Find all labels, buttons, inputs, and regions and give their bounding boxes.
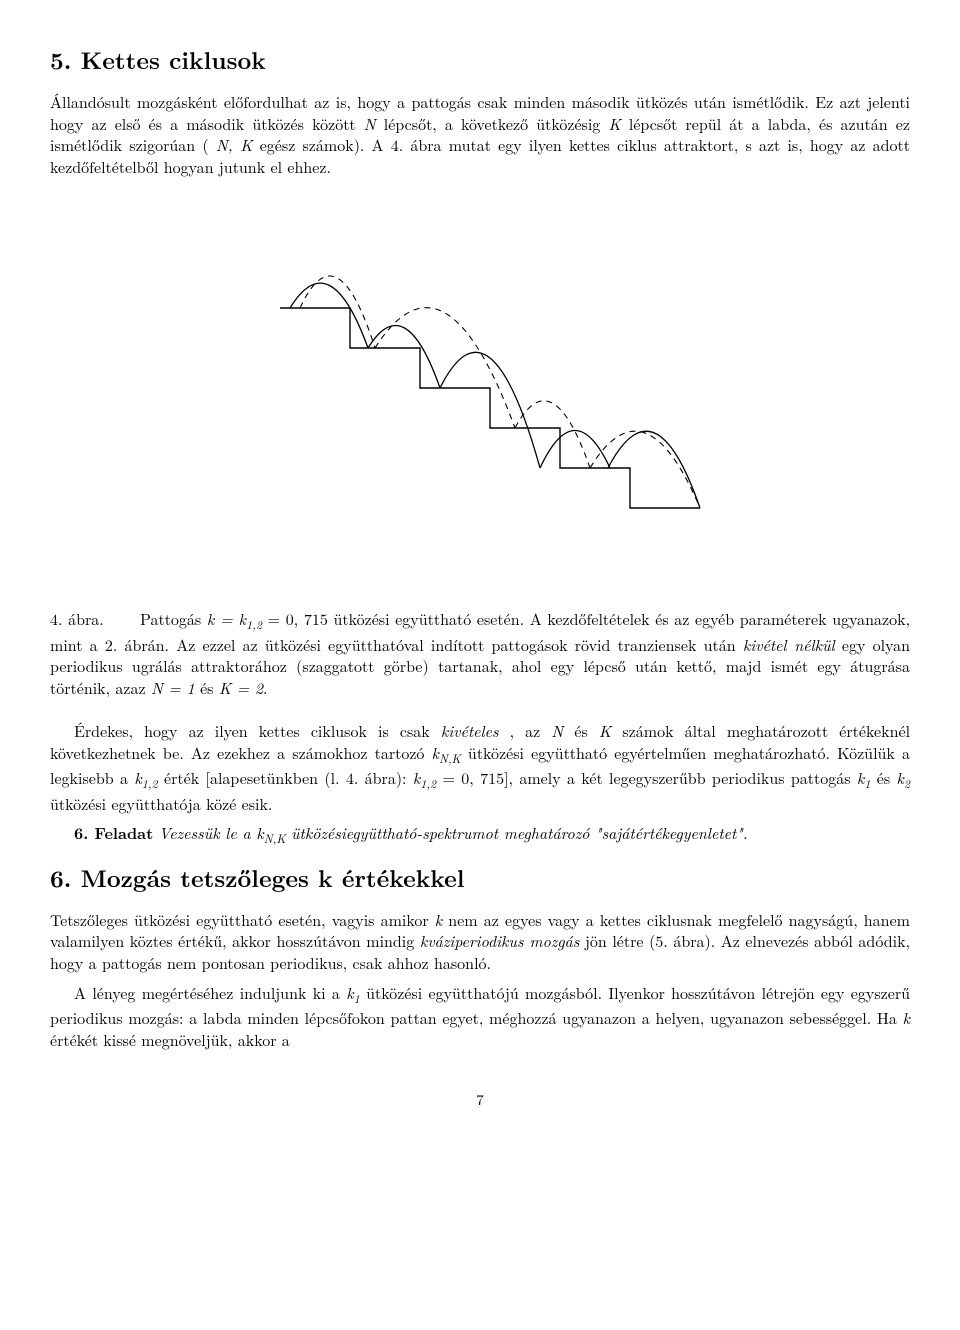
italic: kivételes: [441, 719, 499, 742]
var-k: k: [435, 908, 442, 931]
math: K = 2: [219, 676, 263, 699]
feladat-label: 6. Feladat: [74, 821, 153, 844]
text: és: [200, 676, 219, 699]
text: Pattogás: [140, 607, 207, 630]
math-sub: 1,2: [142, 775, 158, 792]
math-sub: 1: [354, 990, 360, 1007]
italic: kváziperiodikus mozgás: [420, 929, 580, 952]
text: .: [263, 676, 267, 699]
math: k: [256, 821, 263, 844]
math-sub: 2: [904, 775, 910, 792]
text: A lényeg megértéséhez induljunk ki a: [74, 981, 346, 1004]
section-5-para-1: Állandósult mozgásként előfordulhat az i…: [50, 91, 910, 177]
text: Vezessük le a: [159, 821, 257, 844]
section-6-heading: 6. Mozgás tetszőleges k értékekkel: [50, 862, 910, 894]
figure-4: [50, 208, 910, 593]
math-sub: 1: [864, 775, 870, 792]
text: ütközési együtthatója közé esik.: [50, 792, 272, 815]
var-NK: N, K: [216, 133, 253, 156]
text: Érdekes, hogy az ilyen kettes ciklusok i…: [74, 719, 441, 742]
var-K: K: [608, 112, 620, 135]
figure-4-svg: [240, 208, 720, 588]
italic: kivétel nélkül: [743, 633, 835, 656]
math-sub: 1,2: [420, 775, 436, 792]
page-number: 7: [50, 1090, 910, 1110]
math-sub: 1,2: [246, 616, 262, 633]
text: Tetszőleges ütközési együttható esetén, …: [50, 908, 435, 931]
math: k: [896, 766, 903, 789]
var-N: N: [364, 112, 376, 135]
var-k: k: [903, 1006, 910, 1029]
section-5-heading: 5. Kettes ciklusok: [50, 44, 910, 76]
math: N = 1: [151, 676, 195, 699]
fig-label: 4. ábra.: [50, 607, 104, 630]
math: k: [346, 981, 353, 1004]
section-6-para-1: Tetszőleges ütközési együttható esetén, …: [50, 909, 910, 974]
text: lépcsőt, a következő ütközésig: [384, 112, 609, 135]
math: k: [432, 741, 439, 764]
text: és: [574, 719, 599, 742]
section-6-para-2: A lényeg megértéséhez induljunk ki a k1 …: [50, 982, 910, 1051]
text: és: [877, 766, 897, 789]
math: k: [134, 766, 141, 789]
var-K: K: [599, 719, 611, 742]
text: = 0, 715], amely a két legegyszerűbb per…: [443, 766, 857, 789]
staircase-path: [280, 308, 700, 508]
text: , az: [510, 719, 552, 742]
text: ütközésiegyüttható-spektrumot meghatároz…: [291, 821, 748, 844]
math-sub: N,K: [439, 750, 461, 767]
text: érték [alapesetünkben (l. 4. ábra):: [164, 766, 413, 789]
figure-4-caption: 4. ábra. Pattogás k = k1,2 = 0, 715 ütkö…: [50, 608, 910, 698]
var-N: N: [551, 719, 563, 742]
feladat-6: 6. Feladat Vezessük le a kN,K ütközésieg…: [50, 822, 910, 847]
para-kettes-discussion: Érdekes, hogy az ilyen kettes ciklusok i…: [50, 720, 910, 814]
math-sub: N,K: [264, 830, 286, 847]
math: k = k: [207, 607, 246, 630]
text: értékét kissé megnöveljük, akkor a: [50, 1028, 290, 1051]
